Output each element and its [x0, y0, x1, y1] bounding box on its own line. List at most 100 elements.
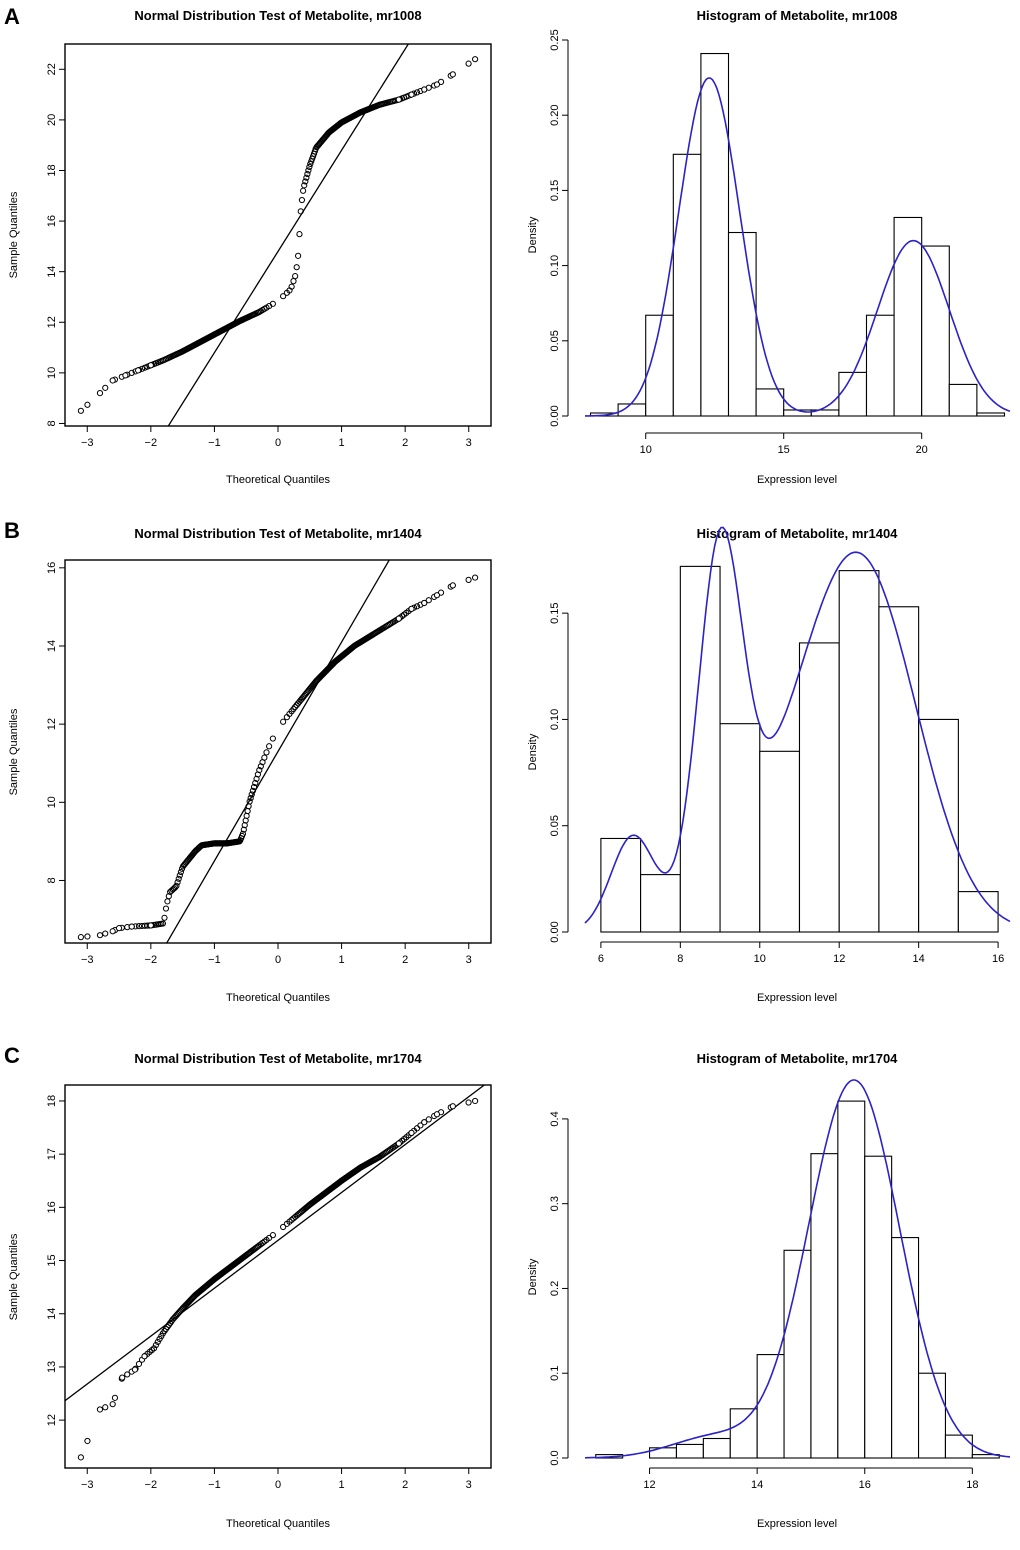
- qq-point: [248, 791, 255, 798]
- hist-ytick-label: 0.3: [549, 1196, 561, 1211]
- qq-xtick-label: −1: [208, 437, 221, 449]
- qq-ytick-label: 10: [46, 796, 58, 808]
- density-curve: [585, 77, 1011, 417]
- hist-data-c: [584, 1079, 1011, 1459]
- hist-bar: [948, 383, 978, 417]
- qq-inner: [65, 1085, 486, 1461]
- qq-xtick-label: 3: [466, 437, 472, 449]
- qq-point: [173, 882, 180, 889]
- qq-point: [172, 884, 179, 891]
- qq-point: [293, 264, 300, 271]
- hist-data-b: [584, 526, 1011, 933]
- hist-bar: [918, 718, 959, 933]
- qq-point: [165, 893, 172, 900]
- qq-ytick-label: 18: [46, 1095, 58, 1107]
- qq-xtick-label: 1: [339, 954, 345, 966]
- hist-ytick-label: 0.10: [549, 709, 561, 730]
- hist-title-c: Histogram of Metabolite, mr1704: [697, 1051, 899, 1066]
- qq-xtick-label: −3: [81, 954, 94, 966]
- qq-point: [395, 96, 402, 103]
- qq-point: [96, 390, 104, 397]
- qq-ytick-label: 17: [46, 1148, 58, 1160]
- qq-xtick-label: 2: [402, 954, 408, 966]
- qq-point: [147, 362, 154, 369]
- hist-xtick-label: 15: [778, 444, 790, 456]
- hist-ytick-label: 0.15: [549, 180, 561, 201]
- hist-xtick-label: 12: [833, 953, 845, 965]
- hist-xtick-label: 10: [754, 953, 766, 965]
- qq-point: [266, 743, 273, 750]
- qq-xtick-label: 1: [339, 437, 345, 449]
- hist-bar: [759, 750, 801, 933]
- qq-xtick-label: 2: [402, 1479, 408, 1491]
- hist-ticks-c: 12 14 16 18 0.0 0.1 0.2 0.3 0.4: [549, 1111, 978, 1491]
- hist-xlabel-a: Expression level: [757, 474, 837, 486]
- qq-point: [247, 794, 254, 802]
- qq-point: [292, 703, 299, 711]
- qq-data-c: [65, 1085, 486, 1461]
- qq-xtick-label: 0: [275, 954, 281, 966]
- histogram-c: Histogram of Metabolite, mr1704 12 14 16 18…: [527, 1051, 1011, 1530]
- qq-ytick-label: 15: [46, 1254, 58, 1266]
- hist-bar: [798, 642, 840, 933]
- qq-inner: [77, 44, 479, 426]
- qq-point: [408, 605, 415, 612]
- qq-title-a: Normal Distribution Test of Metabolite, …: [134, 8, 421, 23]
- qq-point: [295, 252, 302, 259]
- qq-reference-line: [65, 1085, 486, 1402]
- qq-point: [306, 163, 313, 171]
- hist-ytick-label: 0.05: [549, 815, 561, 836]
- qq-point: [465, 1099, 472, 1106]
- qq-data-b: [77, 560, 479, 943]
- qq-ytick-label: 16: [46, 215, 58, 227]
- qq-ytick-label: 14: [46, 266, 58, 278]
- hist-ytick-label: 0.05: [549, 330, 561, 351]
- qq-point: [84, 401, 91, 408]
- qq-xtick-label: −1: [208, 954, 221, 966]
- qq-point: [84, 933, 91, 940]
- qq-point: [413, 603, 421, 610]
- qq-point: [296, 231, 303, 238]
- hist-xtick-label: 18: [966, 1479, 978, 1491]
- histogram-b: Histogram of Metabolite, mr1404 6 8 10 12 14…: [527, 526, 1011, 1004]
- hist-bar: [864, 1155, 893, 1459]
- qq-point: [305, 167, 312, 174]
- density-curve: [584, 526, 1011, 924]
- qq-point: [102, 384, 109, 391]
- qq-frame-c: [64, 1084, 492, 1469]
- qq-point: [472, 1097, 479, 1105]
- qq-point: [115, 925, 123, 932]
- qq-point: [433, 592, 441, 599]
- qq-point: [109, 928, 116, 935]
- hist-bar: [756, 1354, 785, 1459]
- hist-title-b: Histogram of Metabolite, mr1404: [697, 526, 899, 541]
- qq-ytick-label: 18: [46, 164, 58, 176]
- qq-point: [261, 754, 268, 761]
- qq-point: [174, 879, 181, 886]
- hist-xtick-label: 14: [751, 1479, 763, 1491]
- qq-point: [102, 1404, 109, 1411]
- qq-point: [280, 1223, 287, 1231]
- qq-xtick-label: 1: [339, 1479, 345, 1491]
- qq-point: [249, 787, 256, 794]
- hist-ytick-label: 0.0: [549, 1450, 561, 1465]
- qq-point: [159, 920, 167, 927]
- qq-point: [425, 1116, 432, 1123]
- qq-point: [280, 293, 287, 300]
- qq-point: [109, 377, 116, 384]
- hist-bar: [891, 1237, 920, 1459]
- qq-point: [240, 826, 247, 833]
- hist-ytick-label: 0.10: [549, 255, 561, 276]
- qq-ytick-label: 12: [46, 1414, 58, 1426]
- hist-bar: [675, 1443, 704, 1459]
- qq-point: [77, 407, 84, 414]
- qq-point: [301, 182, 308, 189]
- qq-point: [449, 1103, 456, 1110]
- hist-bar: [783, 1249, 812, 1459]
- qq-ytick-label: 20: [46, 114, 58, 126]
- qq-point: [263, 749, 270, 756]
- qq-reference-line: [165, 560, 391, 943]
- qq-point: [408, 1129, 415, 1136]
